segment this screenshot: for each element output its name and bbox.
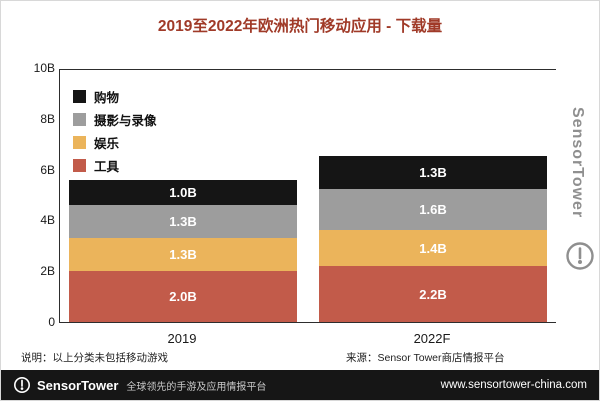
y-tick-2B: 2B	[40, 264, 55, 279]
segment-value-label: 2.2B	[419, 286, 447, 302]
footer-brand: SensorTower	[37, 377, 119, 393]
segment-购物-2022F: 1.3B	[319, 156, 547, 189]
segment-value-label: 1.4B	[419, 240, 447, 256]
y-tick-0: 0	[48, 315, 55, 329]
legend-label: 摄影与录像	[94, 114, 157, 128]
y-tick-8B: 8B	[40, 111, 55, 126]
legend-swatch-icon	[73, 136, 86, 149]
footer-bar: SensorTower 全球领先的手游及应用情报平台 www.sensortow…	[1, 370, 599, 400]
legend-swatch-icon	[73, 113, 86, 126]
segment-value-label: 1.0B	[169, 185, 197, 200]
segment-工具-2022F: 2.2B	[319, 266, 547, 322]
segment-value-label: 1.3B	[169, 214, 197, 229]
segment-value-label: 1.6B	[419, 202, 447, 217]
legend-item-摄影与录像: 摄影与录像	[73, 110, 157, 129]
legend-label: 工具	[94, 160, 120, 174]
segment-购物-2019: 1.0B	[69, 180, 297, 205]
legend-item-工具: 工具	[73, 156, 157, 175]
legend-swatch-icon	[73, 159, 86, 172]
stacked-bar-2019: 2.0B 1.3B 1.3B 1.0B	[69, 180, 297, 322]
legend-label: 购物	[94, 91, 120, 105]
segment-value-label: 1.3B	[169, 247, 197, 262]
segment-娱乐-2022F: 1.4B	[319, 230, 547, 266]
legend-item-娱乐: 娱乐	[73, 133, 157, 152]
segment-摄影与录像-2019: 1.3B	[69, 205, 297, 238]
x-axis-label-2022F: 2022F	[413, 331, 451, 346]
y-tick-6B: 6B	[40, 162, 55, 177]
plot-area: 2.0B 1.3B 1.3B 1.0B 2.2B 1.4B 1.6B 1.3B	[59, 69, 556, 323]
stacked-bar-2022F: 2.2B 1.4B 1.6B 1.3B	[319, 156, 547, 322]
sensortower-footer-logo-icon	[14, 377, 30, 393]
y-tick-10B: 10B	[33, 61, 55, 75]
sensortower-logo-icon	[566, 242, 594, 270]
segment-工具-2019: 2.0B	[69, 271, 297, 322]
source-note: 来源：Sensor Tower商店情报平台	[346, 352, 505, 364]
legend-item-购物: 购物	[73, 87, 157, 106]
segment-value-label: 1.3B	[419, 165, 447, 180]
legend-swatch-icon	[73, 90, 86, 103]
x-axis-label-2019: 2019	[167, 331, 197, 346]
segment-value-label: 2.0B	[169, 289, 197, 304]
footer-url-link[interactable]: www.sensortower-china.com	[440, 379, 587, 391]
footer-tagline: 全球领先的手游及应用情报平台	[126, 381, 267, 393]
chart-title: 2019至2022年欧洲热门移动应用 - 下载量	[157, 18, 443, 35]
legend: 购物摄影与录像娱乐工具	[73, 87, 157, 179]
segment-娱乐-2019: 1.3B	[69, 238, 297, 271]
legend-label: 娱乐	[94, 137, 120, 151]
footnote: 说明：以上分类未包括移动游戏	[21, 352, 168, 364]
sensortower-watermark-text: SensorTower	[569, 107, 586, 219]
y-tick-4B: 4B	[40, 213, 55, 228]
segment-摄影与录像-2022F: 1.6B	[319, 189, 547, 230]
